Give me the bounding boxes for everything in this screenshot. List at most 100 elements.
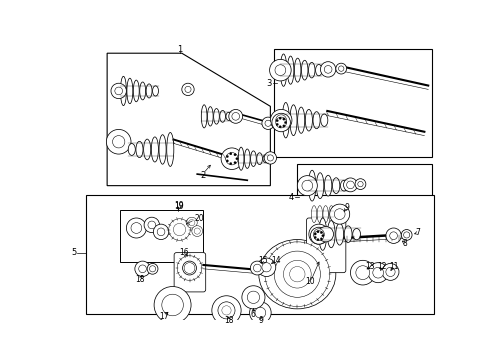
Text: 6: 6 (251, 310, 256, 319)
Circle shape (320, 238, 322, 240)
Text: 8: 8 (403, 239, 408, 248)
Circle shape (318, 226, 334, 242)
Circle shape (401, 230, 412, 240)
Circle shape (270, 59, 291, 81)
Circle shape (386, 267, 395, 276)
Circle shape (290, 266, 305, 282)
Ellipse shape (317, 206, 322, 222)
Circle shape (283, 118, 285, 120)
Ellipse shape (287, 56, 294, 84)
Circle shape (276, 123, 278, 126)
Text: 1: 1 (177, 45, 182, 54)
Ellipse shape (282, 103, 289, 138)
Ellipse shape (133, 80, 139, 102)
Text: 17: 17 (159, 312, 169, 321)
Circle shape (283, 125, 285, 127)
Circle shape (139, 265, 147, 273)
Text: 14: 14 (271, 256, 281, 265)
Ellipse shape (127, 78, 133, 104)
Circle shape (189, 220, 195, 226)
Ellipse shape (309, 62, 315, 78)
Circle shape (279, 117, 281, 120)
Ellipse shape (201, 105, 207, 128)
Circle shape (226, 160, 228, 162)
Circle shape (250, 261, 264, 275)
Circle shape (275, 65, 286, 76)
Circle shape (226, 156, 228, 158)
Circle shape (222, 306, 231, 315)
Circle shape (346, 181, 354, 189)
Ellipse shape (167, 132, 174, 166)
Circle shape (154, 287, 191, 324)
Circle shape (368, 263, 388, 283)
Circle shape (336, 63, 346, 74)
Ellipse shape (151, 137, 158, 162)
Ellipse shape (316, 64, 322, 76)
Text: 11: 11 (389, 262, 398, 271)
Circle shape (324, 66, 332, 73)
Ellipse shape (332, 178, 340, 194)
Circle shape (173, 223, 186, 236)
Circle shape (386, 228, 401, 243)
Circle shape (162, 294, 183, 316)
Circle shape (350, 260, 375, 285)
Circle shape (144, 217, 159, 233)
Circle shape (194, 228, 200, 234)
Circle shape (358, 181, 363, 187)
Circle shape (253, 264, 261, 272)
Circle shape (404, 232, 410, 238)
Text: 2: 2 (201, 171, 206, 180)
Circle shape (339, 66, 344, 71)
FancyBboxPatch shape (120, 210, 203, 262)
Text: 18: 18 (135, 275, 144, 284)
Text: 10: 10 (306, 278, 315, 287)
Circle shape (126, 218, 147, 238)
FancyBboxPatch shape (274, 49, 432, 157)
Circle shape (270, 109, 292, 131)
Circle shape (147, 264, 158, 274)
Ellipse shape (146, 84, 152, 98)
Ellipse shape (152, 86, 158, 96)
Text: 9: 9 (259, 316, 264, 325)
Ellipse shape (329, 206, 334, 222)
Circle shape (229, 109, 243, 123)
Circle shape (330, 204, 350, 224)
Circle shape (187, 217, 197, 228)
Circle shape (356, 266, 370, 280)
Circle shape (262, 117, 274, 130)
Circle shape (230, 162, 232, 165)
Ellipse shape (312, 206, 317, 222)
Ellipse shape (207, 107, 213, 126)
Ellipse shape (313, 112, 320, 129)
Circle shape (268, 155, 273, 161)
Ellipse shape (238, 147, 244, 170)
Circle shape (221, 148, 243, 170)
Circle shape (320, 62, 336, 77)
Circle shape (262, 263, 271, 272)
Circle shape (169, 219, 190, 240)
Ellipse shape (136, 141, 143, 158)
Circle shape (284, 121, 287, 124)
Ellipse shape (290, 105, 297, 136)
Circle shape (302, 180, 313, 191)
Text: 15: 15 (258, 256, 268, 265)
Circle shape (111, 83, 126, 99)
Ellipse shape (280, 54, 287, 86)
Circle shape (272, 113, 291, 132)
Ellipse shape (226, 112, 232, 120)
Ellipse shape (257, 153, 263, 165)
Ellipse shape (319, 218, 327, 250)
Text: 4: 4 (288, 193, 294, 202)
Circle shape (317, 238, 319, 241)
Text: 12: 12 (377, 262, 387, 271)
Circle shape (135, 261, 150, 276)
Circle shape (265, 120, 271, 126)
Circle shape (310, 227, 327, 244)
Ellipse shape (324, 175, 332, 196)
Ellipse shape (263, 155, 269, 163)
FancyBboxPatch shape (174, 253, 206, 292)
Circle shape (382, 264, 399, 280)
Ellipse shape (317, 173, 324, 199)
Circle shape (255, 307, 266, 318)
Circle shape (106, 130, 131, 154)
